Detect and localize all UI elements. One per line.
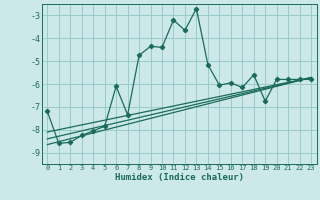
X-axis label: Humidex (Indice chaleur): Humidex (Indice chaleur) — [115, 173, 244, 182]
